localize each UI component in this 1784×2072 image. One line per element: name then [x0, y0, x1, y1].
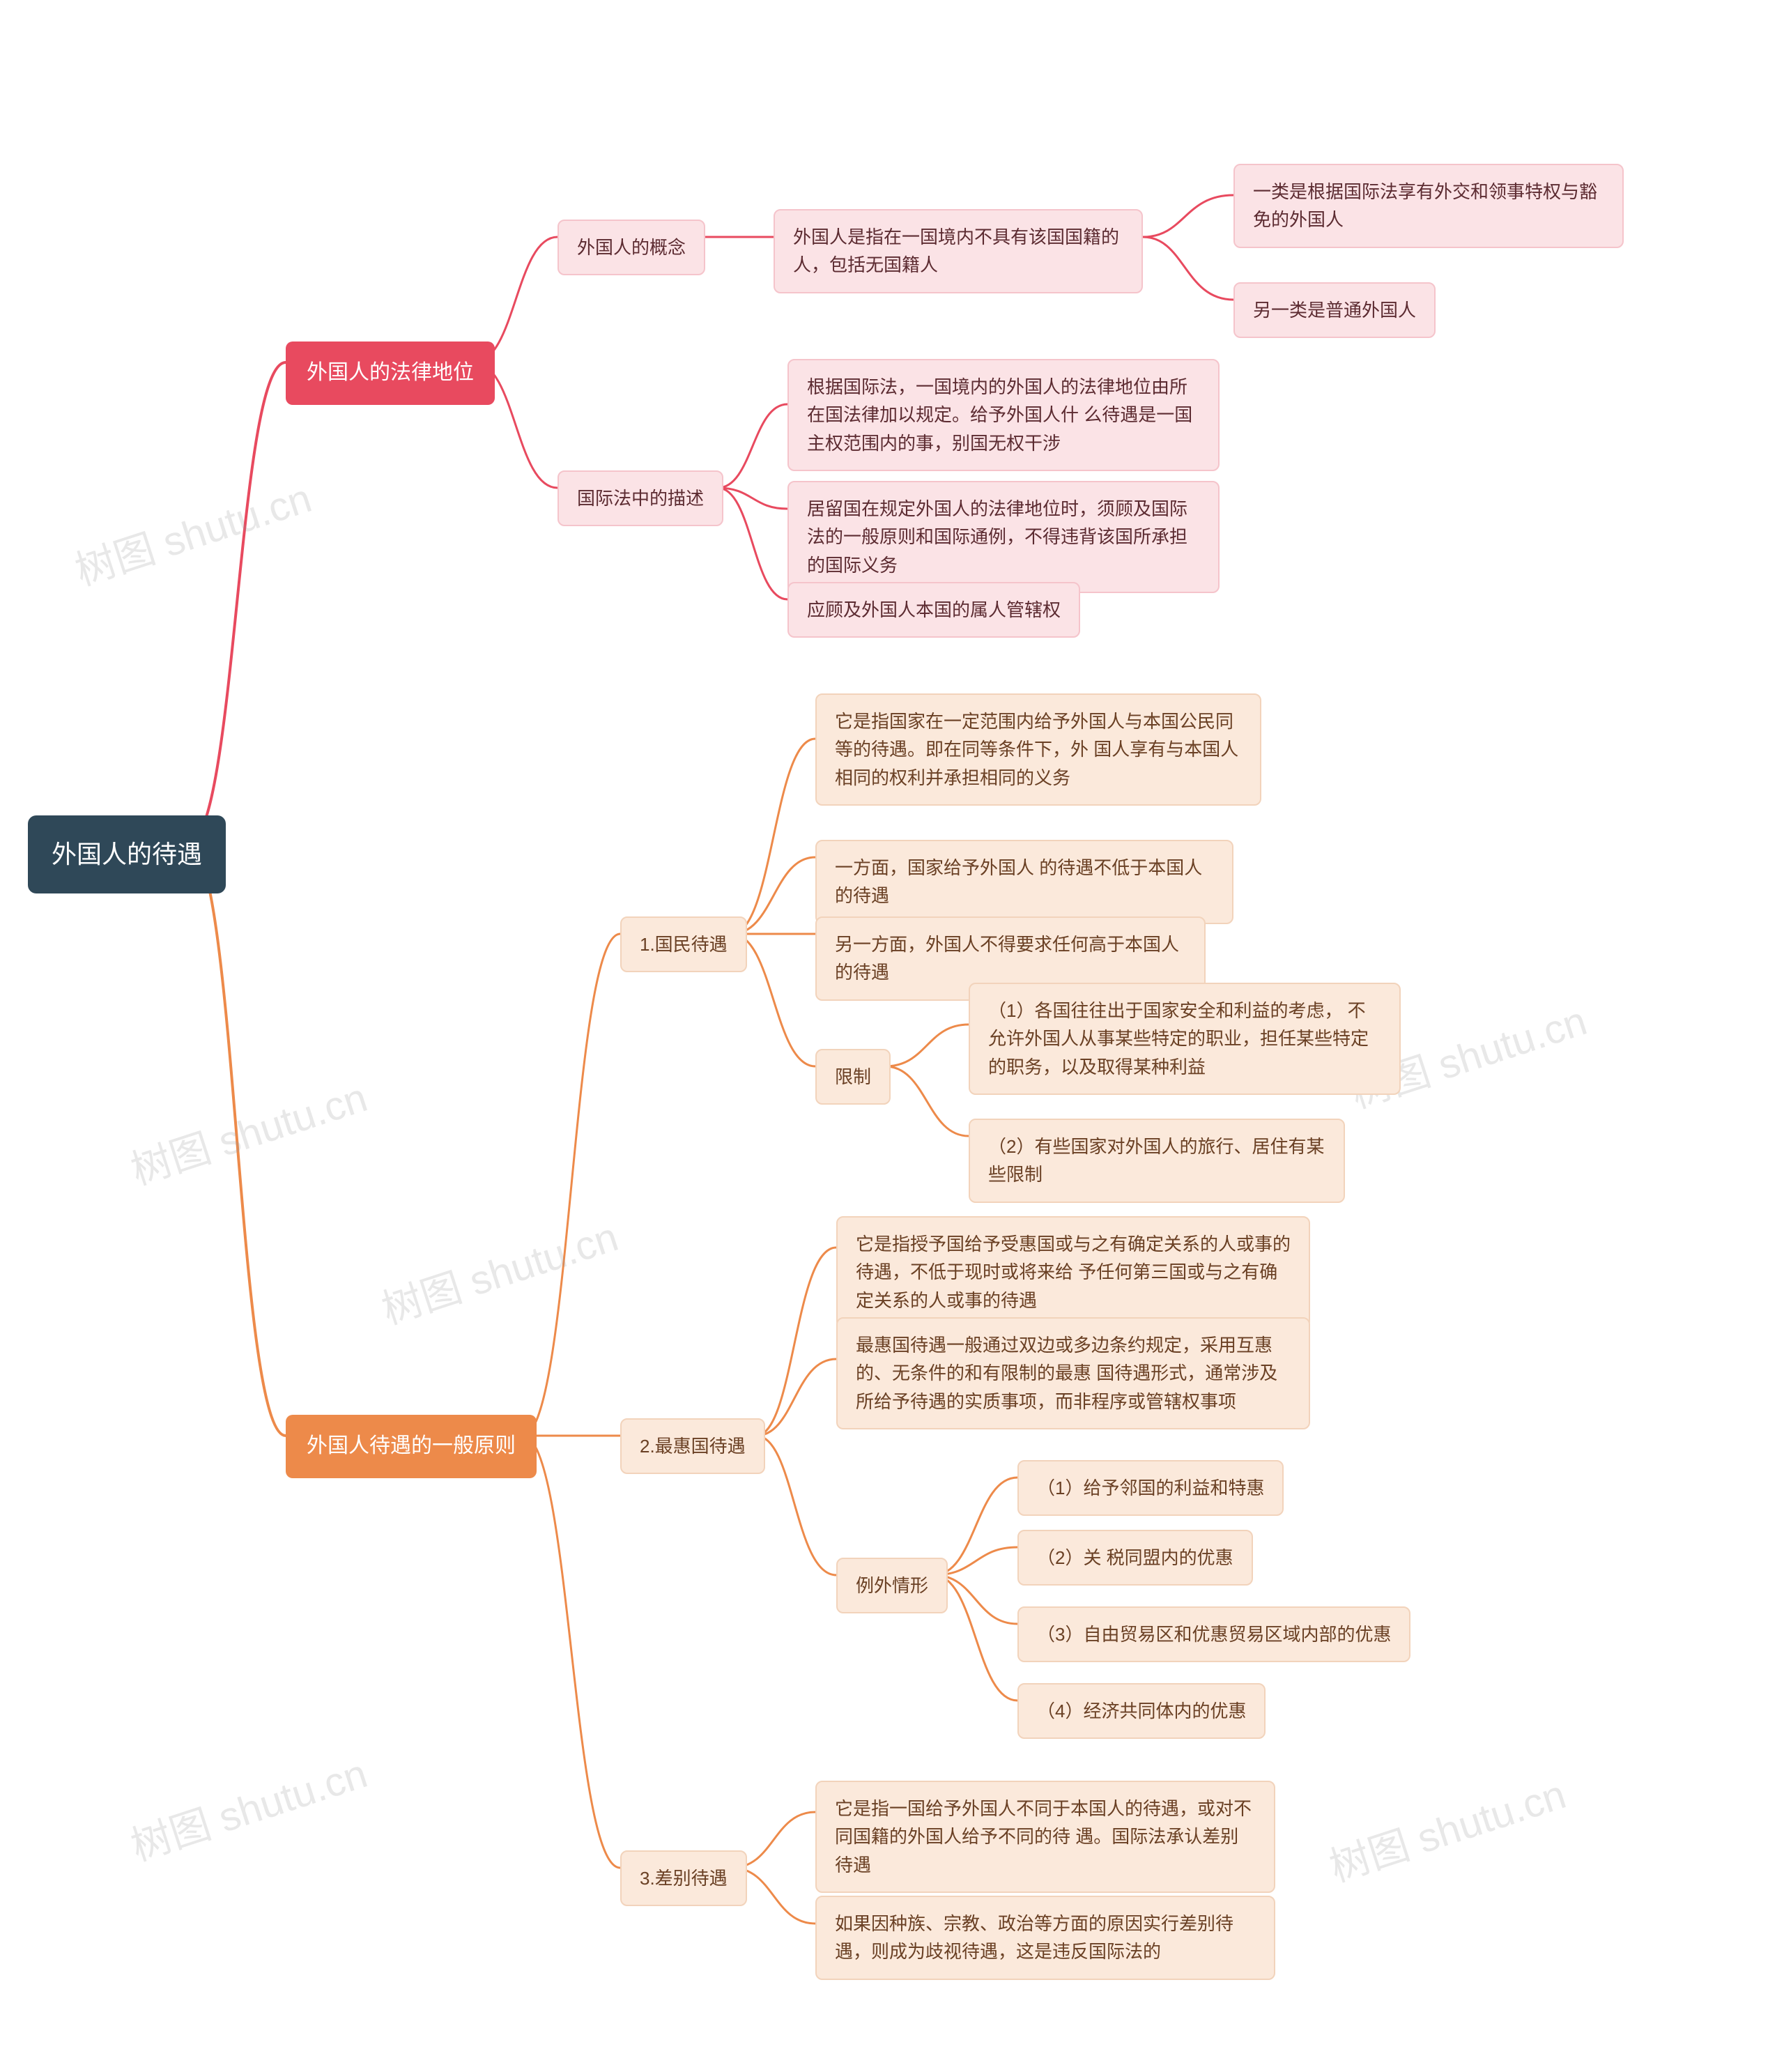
node-national-treatment: 1.国民待遇: [620, 916, 747, 972]
branch-general-principles: 外国人待遇的一般原则: [286, 1415, 537, 1478]
node-mfn: 2.最惠国待遇: [620, 1418, 765, 1474]
mindmap-canvas: 树图 shutu.cn 树图 shutu.cn 树图 shutu.cn 树图 s…: [0, 0, 1784, 2072]
watermark: 树图 shutu.cn: [374, 1204, 624, 1335]
root-node: 外国人的待遇: [28, 815, 226, 893]
node-nt-limit2: （2）有些国家对外国人的旅行、居住有某些限制: [969, 1119, 1345, 1203]
connector-layer: [0, 0, 1784, 2072]
node-intl-law-2: 居留国在规定外国人的法律地位时，须顾及国际法的一般原则和国际通例，不得违背该国所…: [787, 481, 1220, 593]
node-nt-limit: 限制: [815, 1049, 891, 1105]
node-concept-type2: 另一类是普通外国人: [1233, 282, 1436, 338]
node-concept-def: 外国人是指在一国境内不具有该国国籍的人，包括无国籍人: [774, 209, 1143, 293]
node-diff-discrim: 如果因种族、宗教、政治等方面的原因实行差别待遇，则成为歧视待遇，这是违反国际法的: [815, 1896, 1275, 1980]
node-nt-side1: 一方面，国家给予外国人 的待遇不低于本国人的待遇: [815, 840, 1233, 924]
node-mfn-ex2: （2）关 税同盟内的优惠: [1017, 1530, 1253, 1586]
node-mfn-ex3: （3）自由贸易区和优惠贸易区域内部的优惠: [1017, 1606, 1410, 1662]
node-nt-def: 它是指国家在一定范围内给予外国人与本国公民同等的待遇。即在同等条件下，外 国人享…: [815, 693, 1261, 806]
watermark: 树图 shutu.cn: [123, 1065, 374, 1196]
node-concept-type1: 一类是根据国际法享有外交和领事特权与豁免的外国人: [1233, 164, 1624, 248]
node-mfn-form: 最惠国待遇一般通过双边或多边条约规定，采用互惠的、无条件的和有限制的最惠 国待遇…: [836, 1317, 1310, 1429]
node-diff-def: 它是指一国给予外国人不同于本国人的待遇，或对不同国籍的外国人给予不同的待 遇。国…: [815, 1781, 1275, 1893]
node-mfn-ex4: （4）经济共同体内的优惠: [1017, 1683, 1266, 1739]
node-diff-treatment: 3.差别待遇: [620, 1850, 747, 1906]
watermark: 树图 shutu.cn: [1321, 1762, 1572, 1893]
branch-legal-status: 外国人的法律地位: [286, 342, 495, 405]
node-intl-law-1: 根据国际法，一国境内的外国人的法律地位由所在国法律加以规定。给予外国人什 么待遇…: [787, 359, 1220, 471]
node-mfn-ex1: （1）给予邻国的利益和特惠: [1017, 1460, 1284, 1516]
node-mfn-def: 它是指授予国给予受惠国或与之有确定关系的人或事的待遇，不低于现时或将来给 予任何…: [836, 1216, 1310, 1328]
node-mfn-exception: 例外情形: [836, 1558, 948, 1613]
node-concept: 外国人的概念: [558, 220, 705, 275]
watermark: 树图 shutu.cn: [67, 466, 318, 597]
watermark: 树图 shutu.cn: [123, 1741, 374, 1872]
node-intl-law-desc: 国际法中的描述: [558, 470, 723, 526]
node-intl-law-3: 应顾及外国人本国的属人管辖权: [787, 582, 1080, 638]
node-nt-limit1: （1）各国往往出于国家安全和利益的考虑， 不允许外国人从事某些特定的职业，担任某…: [969, 983, 1401, 1095]
